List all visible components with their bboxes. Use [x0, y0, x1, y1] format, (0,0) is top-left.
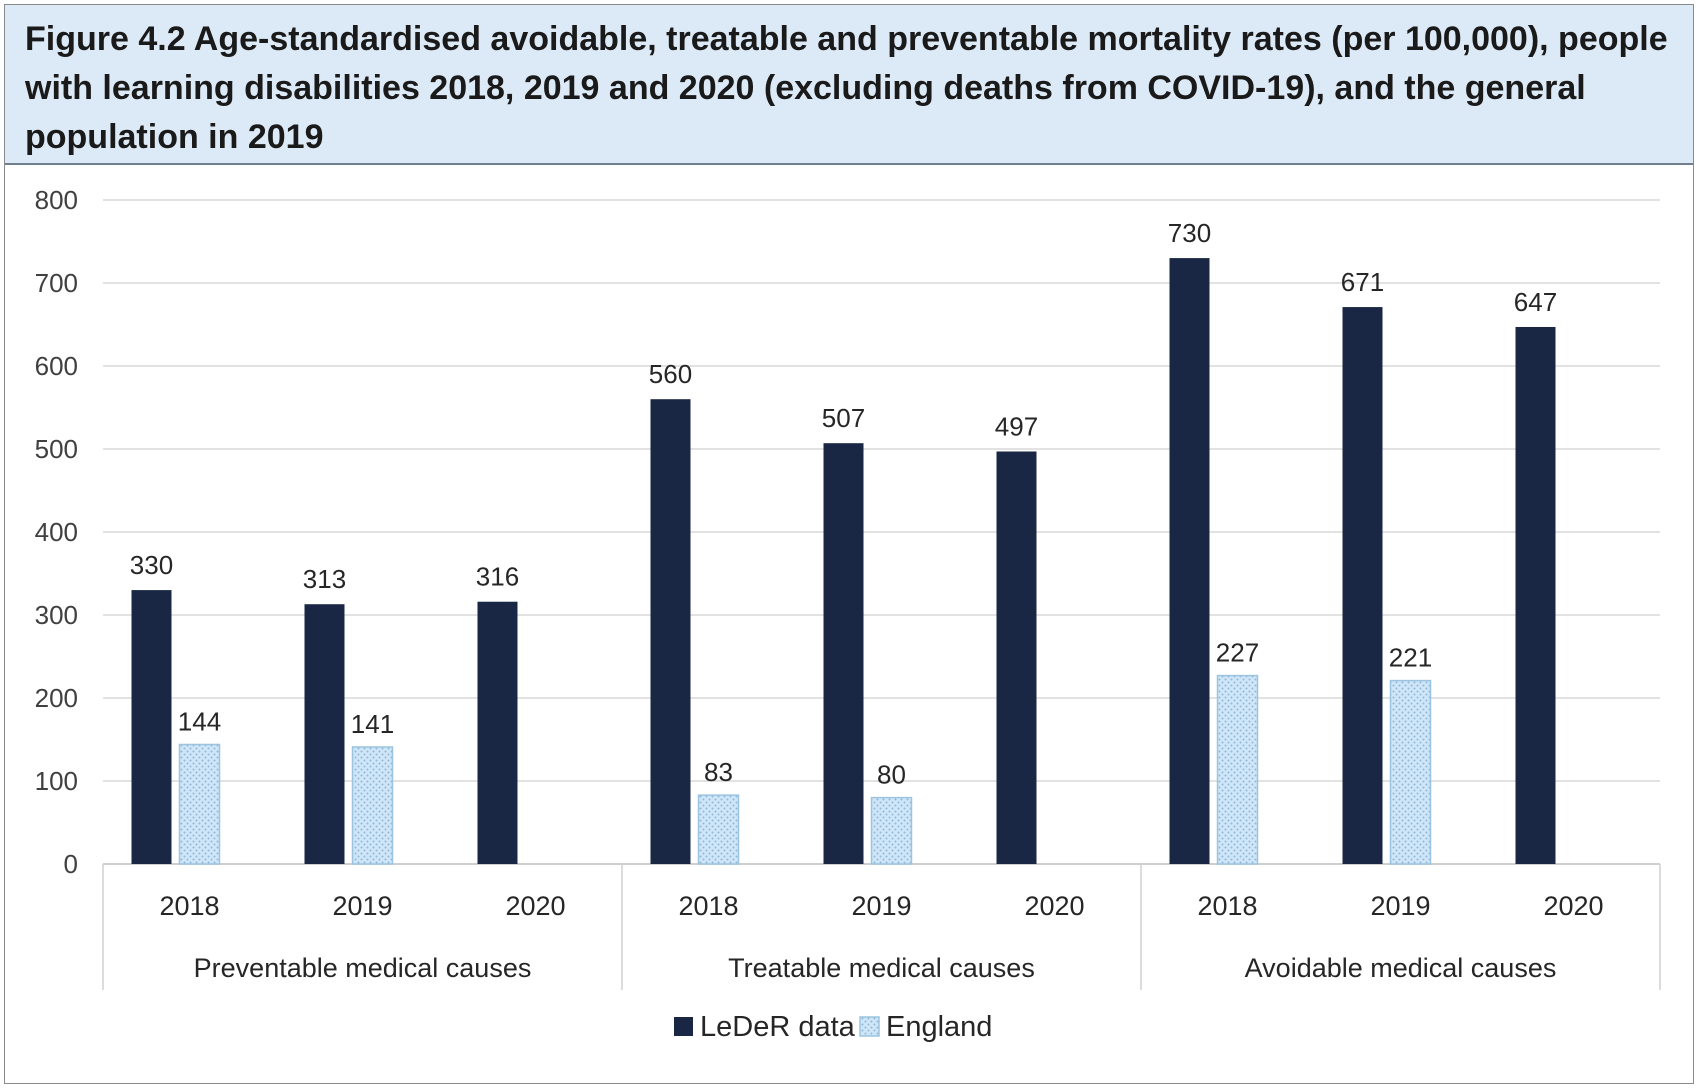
y-tick-label: 400 [35, 517, 78, 547]
legend-label-leder: LeDeR data [700, 1011, 856, 1043]
bar-leder-2018 [650, 399, 691, 864]
x-group-label: Avoidable medical causes [1245, 953, 1557, 983]
x-category-label: 2020 [1024, 891, 1084, 921]
bar-leder-2018 [1169, 258, 1210, 865]
bar-england-2019 [870, 796, 913, 865]
bar-leder-2019 [823, 443, 864, 864]
data-label-leder: 316 [476, 562, 519, 592]
title-box: Figure 4.2 Age-standardised avoidable, t… [5, 5, 1693, 165]
x-group-label: Preventable medical causes [194, 953, 532, 983]
x-category-label: 2020 [1543, 891, 1603, 921]
y-tick-label: 300 [35, 600, 78, 630]
bar-england-2018 [1216, 674, 1259, 865]
data-label-leder: 330 [130, 550, 173, 580]
data-label-england: 80 [877, 760, 906, 790]
legend-swatch-england [859, 1016, 880, 1037]
x-category-label: 2018 [1197, 891, 1257, 921]
legend-label-england: England [886, 1011, 992, 1043]
y-tick-label: 500 [35, 434, 78, 464]
chart-frame: Figure 4.2 Age-standardised avoidable, t… [4, 4, 1694, 1084]
chart-title: Figure 4.2 Age-standardised avoidable, t… [25, 20, 1668, 156]
bar-england-2019 [351, 746, 394, 865]
bar-leder-2019 [304, 604, 345, 864]
bar-england-2018 [178, 743, 221, 865]
data-label-england: 144 [178, 706, 221, 736]
data-label-leder: 507 [822, 403, 865, 433]
bar-leder-2018 [131, 590, 172, 864]
x-axis: 2018 2019 2020 Preventable medical causes 20… [102, 864, 1661, 990]
legend-swatch-leder [674, 1017, 693, 1036]
y-tick-label: 700 [35, 268, 78, 298]
data-label-leder: 647 [1514, 287, 1557, 317]
data-label-england: 227 [1216, 638, 1259, 668]
data-label-england: 83 [704, 757, 733, 787]
data-labels: 330 144 313 141 316 560 83 507 80 497 730 227 671 221… [130, 218, 1557, 790]
bar-leder-2020 [477, 601, 518, 864]
x-category-label: 2018 [159, 891, 219, 921]
x-group-label: Treatable medical causes [728, 953, 1035, 983]
data-label-leder: 671 [1341, 267, 1384, 297]
bar-england-2019 [1389, 679, 1432, 865]
data-label-england: 221 [1389, 643, 1432, 673]
y-tick-label: 600 [35, 351, 78, 381]
x-category-label: 2018 [678, 891, 738, 921]
data-label-leder: 313 [303, 564, 346, 594]
data-label-england: 141 [351, 709, 394, 739]
data-label-leder: 497 [995, 411, 1038, 441]
x-category-label: 2019 [1370, 891, 1430, 921]
y-tick-label: 100 [35, 766, 78, 796]
legend: LeDeR data England [674, 1011, 992, 1043]
data-label-leder: 560 [649, 359, 692, 389]
bar-leder-2019 [1342, 307, 1383, 864]
y-tick-label: 0 [64, 849, 78, 879]
x-category-label: 2019 [332, 891, 392, 921]
bar-leder-2020 [1515, 326, 1556, 864]
x-category-label: 2020 [505, 891, 565, 921]
y-tick-label: 200 [35, 683, 78, 713]
bars [131, 258, 1556, 865]
x-category-label: 2019 [851, 891, 911, 921]
bar-england-2018 [697, 794, 740, 865]
data-label-leder: 730 [1168, 218, 1211, 248]
y-axis: 0 100 200 300 400 500 600 700 800 [35, 185, 78, 879]
y-tick-label: 800 [35, 185, 78, 215]
bar-leder-2020 [996, 451, 1037, 864]
